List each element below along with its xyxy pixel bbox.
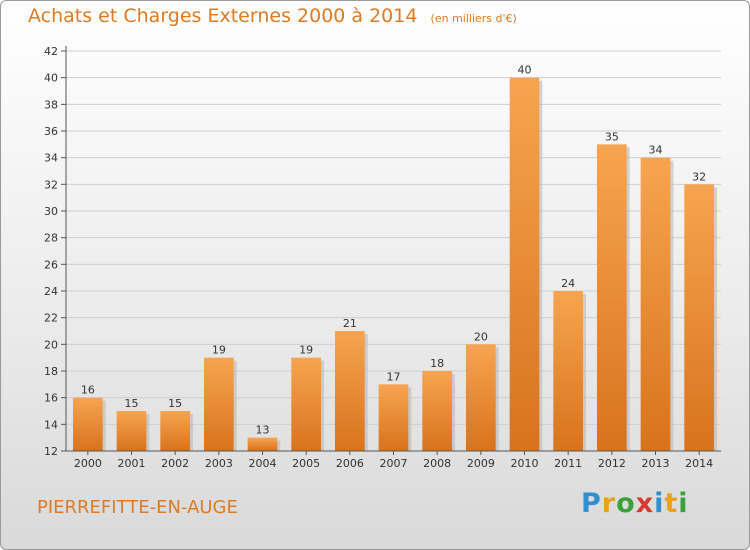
logo-letter: r <box>601 488 617 519</box>
bar <box>422 371 453 451</box>
bar-value-label: 21 <box>343 317 357 330</box>
bar-value-label: 20 <box>474 330 488 343</box>
bar <box>247 437 278 451</box>
x-tick-label: 2014 <box>685 457 713 470</box>
x-tick-label: 2006 <box>336 457 364 470</box>
labels-layer: 12 14 16 18 20 22 24 26 28 30 32 34 36 38 40 42 16 2000 15… <box>44 45 713 470</box>
x-tick-label: 2004 <box>249 457 277 470</box>
y-tick-label: 24 <box>44 285 58 298</box>
y-tick-label: 40 <box>44 72 58 85</box>
y-tick-label: 34 <box>44 152 58 165</box>
bar <box>596 144 627 452</box>
bar-value-label: 18 <box>430 357 444 370</box>
bar-value-label: 15 <box>168 397 182 410</box>
chart-title-main: Achats et Charges Externes 2000 à 2014 <box>28 5 418 27</box>
logo-letter: P <box>581 488 602 519</box>
x-tick-label: 2010 <box>511 457 539 470</box>
y-tick-label: 12 <box>44 445 58 458</box>
chart-title: Achats et Charges Externes 2000 à 2014 (… <box>28 5 517 27</box>
bar-value-label: 15 <box>125 397 139 410</box>
bar <box>509 77 540 452</box>
y-tick-label: 30 <box>44 205 58 218</box>
bar-value-label: 24 <box>561 277 575 290</box>
bar-value-label: 17 <box>387 370 401 383</box>
x-tick-label: 2002 <box>161 457 189 470</box>
bar-value-label: 19 <box>212 344 226 357</box>
x-tick-label: 2007 <box>380 457 408 470</box>
bar <box>116 411 147 451</box>
y-tick-label: 20 <box>44 338 58 351</box>
axes-layer <box>61 46 721 455</box>
y-tick-label: 18 <box>44 365 58 378</box>
bar <box>203 357 234 451</box>
bar-value-label: 16 <box>81 384 95 397</box>
logo-letter: i <box>678 488 689 519</box>
bar <box>72 397 103 451</box>
bar-value-label: 13 <box>256 424 270 437</box>
x-tick-label: 2013 <box>642 457 670 470</box>
y-tick-label: 38 <box>44 98 58 111</box>
y-tick-label: 16 <box>44 392 58 405</box>
bar <box>640 157 671 451</box>
bar <box>553 291 584 451</box>
logo-letter: x <box>635 488 655 519</box>
bars-layer <box>72 77 718 452</box>
bar-value-label: 40 <box>518 64 532 77</box>
bar <box>334 331 365 451</box>
bar <box>160 411 191 451</box>
bar-value-label: 32 <box>692 170 706 183</box>
bar-value-label: 19 <box>299 344 313 357</box>
chart-unit-note: (en milliers d'€) <box>430 12 517 25</box>
x-tick-label: 2012 <box>598 457 626 470</box>
y-tick-label: 42 <box>44 45 58 58</box>
y-tick-label: 14 <box>44 418 58 431</box>
logo-letter: i <box>654 488 665 519</box>
y-tick-label: 28 <box>44 232 58 245</box>
y-tick-label: 22 <box>44 312 58 325</box>
y-tick-label: 32 <box>44 178 58 191</box>
x-tick-label: 2001 <box>118 457 146 470</box>
y-tick-label: 26 <box>44 258 58 271</box>
x-tick-label: 2005 <box>292 457 320 470</box>
logo-letter: o <box>616 488 636 519</box>
bar <box>465 344 496 451</box>
commune-name: PIERREFITTE-EN-AUGE <box>37 497 238 518</box>
bar <box>378 384 409 451</box>
x-tick-label: 2011 <box>554 457 582 470</box>
y-tick-label: 36 <box>44 125 58 138</box>
x-tick-label: 2008 <box>423 457 451 470</box>
logo-letter: t <box>664 488 679 519</box>
bar-value-label: 34 <box>649 144 663 157</box>
x-tick-label: 2009 <box>467 457 495 470</box>
proxiti-logo: Proxiti <box>581 488 689 519</box>
bar <box>291 357 322 451</box>
bar-value-label: 35 <box>605 130 619 143</box>
bar <box>684 184 715 452</box>
x-tick-label: 2000 <box>74 457 102 470</box>
x-tick-label: 2003 <box>205 457 233 470</box>
